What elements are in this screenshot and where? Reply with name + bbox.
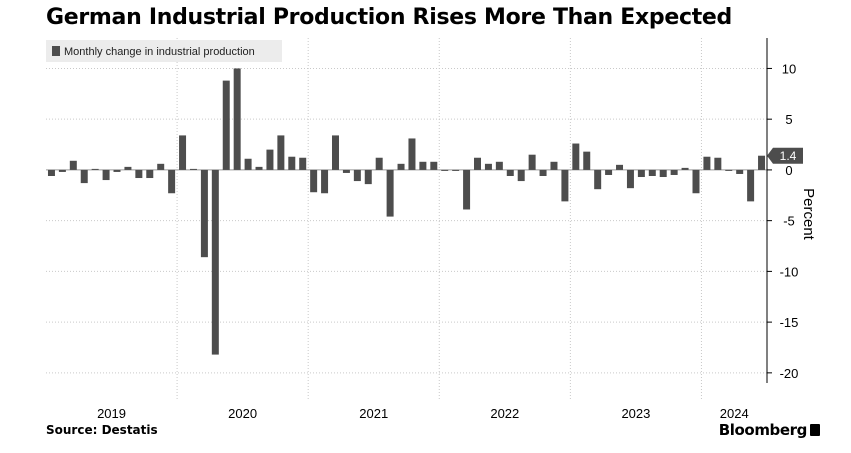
x-tick-label: 2019 <box>97 406 126 421</box>
bar <box>758 155 766 170</box>
bar <box>146 169 154 179</box>
brand-name: Bloomberg <box>718 421 808 439</box>
chart-title: German Industrial Production Rises More … <box>46 5 732 30</box>
brand-logo: Bloomberg <box>719 421 820 439</box>
bar <box>703 156 711 170</box>
y-tick-label: 5 <box>785 112 792 127</box>
y-tick-label: 0 <box>785 163 792 178</box>
bar <box>342 169 350 173</box>
bar <box>583 151 591 170</box>
source-note: Source: Destatis <box>46 423 158 437</box>
bar <box>102 169 110 181</box>
bar <box>736 169 744 174</box>
bar <box>157 163 165 170</box>
x-tick-label: 2021 <box>359 406 388 421</box>
bar <box>714 157 722 170</box>
bar <box>637 169 645 178</box>
last-value-label: 1.4 <box>780 149 797 163</box>
bar <box>692 169 700 194</box>
bar <box>321 169 329 194</box>
y-tick-label: 10 <box>782 61 796 76</box>
bar <box>747 169 755 202</box>
legend-label: Monthly change in industrial production <box>64 46 255 58</box>
x-tick-label: 2023 <box>621 406 650 421</box>
bar <box>659 169 667 178</box>
bar <box>441 169 449 171</box>
bar <box>528 154 536 170</box>
bar <box>681 167 689 170</box>
bar <box>233 68 241 170</box>
bar <box>495 161 503 170</box>
bar <box>452 169 460 171</box>
legend-swatch <box>52 46 60 56</box>
bar <box>91 168 99 170</box>
bar <box>397 163 405 170</box>
bar <box>124 166 132 170</box>
bar <box>506 169 514 176</box>
bars <box>47 68 766 355</box>
bar <box>386 169 394 217</box>
last-value-tag-shape <box>767 147 803 164</box>
last-value-tag: 1.4 <box>767 147 803 164</box>
bar <box>561 169 569 202</box>
bar <box>113 169 121 172</box>
axes: 10 5 0 -5 -10 -15 -20 2019 2020 2021 2022 2023 2024 1… <box>97 38 803 421</box>
bar <box>430 161 438 170</box>
bar <box>605 169 613 175</box>
bar <box>408 138 416 170</box>
bar <box>266 149 274 170</box>
bar <box>474 157 481 170</box>
bar <box>550 161 558 170</box>
bar <box>648 169 656 176</box>
bloomberg-mark-icon <box>810 424 820 436</box>
y-axis-label: Percent <box>800 188 817 241</box>
legend: Monthly change in industrial production <box>46 40 282 62</box>
legend-background <box>46 40 282 62</box>
bar <box>572 143 580 170</box>
bar <box>58 169 66 172</box>
bar <box>484 163 492 170</box>
bar <box>310 169 318 193</box>
bar <box>299 157 307 170</box>
x-tick-label: 2020 <box>228 406 257 421</box>
bar <box>47 169 55 176</box>
bar <box>222 80 230 170</box>
bar <box>277 135 285 170</box>
bar <box>616 164 624 170</box>
y-tick-label: -15 <box>780 315 799 330</box>
bar <box>179 135 187 170</box>
y-tick-label: -20 <box>780 366 799 381</box>
bar <box>255 166 263 170</box>
bar <box>463 169 471 210</box>
bar <box>135 169 143 179</box>
bar <box>80 169 88 184</box>
bar <box>539 169 547 176</box>
bar <box>168 169 176 194</box>
y-tick-label: -10 <box>780 264 799 279</box>
bar <box>419 161 427 170</box>
bar <box>288 156 296 170</box>
bar <box>211 169 219 355</box>
bar <box>244 158 252 170</box>
bar <box>594 169 602 190</box>
bar <box>353 169 361 182</box>
bar <box>69 160 77 170</box>
x-tick-label: 2024 <box>720 406 749 421</box>
bar <box>725 169 733 171</box>
bar <box>364 169 372 185</box>
bar <box>332 135 339 170</box>
y-tick-label: -5 <box>783 214 795 229</box>
bar <box>626 169 634 189</box>
x-tick-label: 2022 <box>490 406 519 421</box>
bar <box>189 168 197 170</box>
gridlines <box>46 38 767 401</box>
bar <box>517 169 525 182</box>
bar <box>375 157 383 170</box>
bar <box>670 169 678 175</box>
bar <box>200 169 208 258</box>
